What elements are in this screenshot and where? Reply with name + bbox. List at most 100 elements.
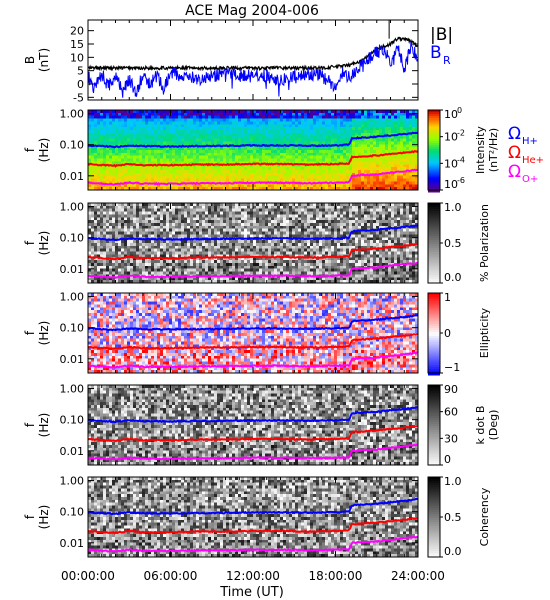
spectrogram-cell <box>178 181 182 185</box>
spectrogram-cell <box>412 135 416 139</box>
spectrogram-cell <box>139 203 143 207</box>
spectrogram-cell <box>205 248 209 252</box>
spectrogram-cell <box>91 240 95 244</box>
spectrogram-cell <box>199 208 203 212</box>
spectrogram-cell <box>94 110 98 114</box>
spectrogram-cell <box>331 172 335 177</box>
spectrogram-cell <box>211 245 215 250</box>
spectrogram-cell <box>178 167 182 171</box>
spectrogram-cell <box>244 178 248 182</box>
spectrogram-cell <box>256 248 260 252</box>
spectrogram-cell <box>238 257 242 261</box>
spectrogram-cell <box>94 228 98 232</box>
spectrogram-cell <box>265 243 269 247</box>
spectrogram-cell <box>136 152 140 157</box>
spectrogram-cell <box>313 121 317 125</box>
spectrogram-cell <box>253 277 257 281</box>
spectrogram-cell <box>280 135 284 139</box>
spectrogram-cell <box>139 268 143 272</box>
spectrogram-cell <box>211 155 215 159</box>
spectrogram-cell <box>124 280 128 284</box>
spectrogram-cell <box>271 115 275 119</box>
spectrogram-cell <box>124 260 128 264</box>
spectrogram-cell <box>271 164 275 168</box>
spectrogram-cell <box>94 121 98 125</box>
spectrogram-cell <box>169 127 173 131</box>
spectrogram-cell <box>175 155 179 159</box>
spectrogram-cell <box>229 231 233 235</box>
spectrogram-cell <box>124 263 128 267</box>
spectrogram-cell <box>88 130 92 134</box>
spectrogram-cell <box>115 155 119 159</box>
spectrogram-cell <box>217 175 221 179</box>
spectrogram-cell <box>253 245 257 250</box>
spectrogram-cell <box>259 130 263 134</box>
spectrogram-cell <box>229 121 233 125</box>
spectrogram-cell <box>184 208 188 212</box>
spectrogram-cell <box>292 175 296 179</box>
spectrogram-cell <box>118 155 122 159</box>
spectrogram-cell <box>397 175 401 179</box>
spectrogram-cell <box>328 124 332 128</box>
spectrogram-cell <box>289 175 293 179</box>
spectrogram-cell <box>226 271 230 275</box>
spectrogram-cell <box>253 112 257 117</box>
spectrogram-cell <box>394 161 398 165</box>
spectrogram-cell <box>127 121 131 125</box>
spectrogram-cell <box>259 217 263 221</box>
spectrogram-cell <box>193 245 197 250</box>
spectrogram-cell <box>190 178 194 182</box>
spectrogram-cell <box>145 184 149 188</box>
spectrogram-cell <box>166 141 170 145</box>
spectrogram-cell <box>175 263 179 267</box>
spectrogram-cell <box>223 121 227 125</box>
spectrogram-cell <box>337 167 341 171</box>
spectrogram-cell <box>106 184 110 188</box>
spectrogram-cell <box>211 211 215 215</box>
spectrogram-cell <box>238 141 242 145</box>
spectrogram-cell <box>148 115 152 119</box>
spectrogram-cell <box>379 132 383 137</box>
spectrogram-cell <box>328 135 332 139</box>
spectrogram-cell <box>382 184 386 188</box>
spectrogram-cell <box>109 248 113 252</box>
spectrogram-cell <box>361 147 365 151</box>
spectrogram-cell <box>406 144 410 148</box>
spectrogram-cell <box>148 124 152 128</box>
spectrogram-cell <box>340 164 344 168</box>
spectrogram-cell <box>229 118 233 122</box>
spectrogram-cell <box>364 118 368 122</box>
spectrogram-cell <box>382 164 386 168</box>
spectrogram-cell <box>220 265 224 270</box>
spectrogram-cell <box>151 167 155 171</box>
spectrogram-cell <box>355 161 359 165</box>
spectrogram-cell <box>319 175 323 179</box>
spectrogram-cell <box>376 175 380 179</box>
spectrogram-cell <box>121 228 125 232</box>
spectrogram-cell <box>223 263 227 267</box>
spectrogram-cell <box>238 132 242 137</box>
spectrogram-cell <box>244 257 248 261</box>
spectrogram-cell <box>118 184 122 188</box>
spectrogram-cell <box>97 184 101 188</box>
spectrogram-cell <box>238 161 242 165</box>
spectrogram-cell <box>202 277 206 281</box>
spectrogram-cell <box>199 205 203 210</box>
spectrogram-cell <box>298 147 302 151</box>
spectrogram-cell <box>256 158 260 162</box>
spectrogram-cell <box>328 127 332 131</box>
spectrogram-cell <box>148 217 152 221</box>
spectrogram-cell <box>256 164 260 168</box>
spectrogram-cell <box>88 214 92 218</box>
spectrogram-cell <box>199 263 203 267</box>
spectrogram-cell <box>367 181 371 185</box>
spectrogram-cell <box>322 155 326 159</box>
spectrogram-cell <box>187 280 191 284</box>
spectrogram-cell <box>235 211 239 215</box>
spectrogram-cell <box>157 158 161 162</box>
spectrogram-cell <box>106 217 110 221</box>
spectrogram-cell <box>232 277 236 281</box>
spectrogram-cell <box>109 167 113 171</box>
spectrogram-cell <box>343 115 347 119</box>
spectrogram-cell <box>202 234 206 238</box>
